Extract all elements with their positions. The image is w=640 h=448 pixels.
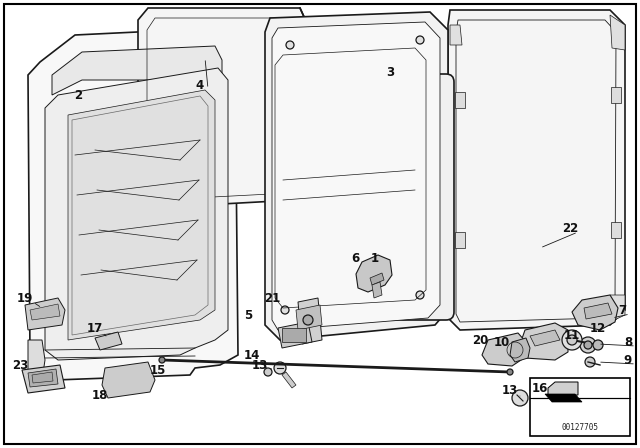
- Circle shape: [274, 362, 286, 374]
- Polygon shape: [28, 369, 58, 387]
- Text: 13: 13: [502, 383, 518, 396]
- Polygon shape: [611, 222, 621, 238]
- Circle shape: [303, 315, 313, 325]
- Polygon shape: [455, 232, 465, 248]
- Polygon shape: [530, 388, 545, 408]
- Circle shape: [585, 357, 595, 367]
- Text: 14: 14: [244, 349, 260, 362]
- Polygon shape: [545, 394, 582, 402]
- Polygon shape: [482, 333, 526, 366]
- Circle shape: [512, 390, 528, 406]
- Circle shape: [562, 330, 582, 350]
- FancyBboxPatch shape: [320, 74, 454, 320]
- Circle shape: [593, 340, 603, 350]
- Polygon shape: [448, 10, 625, 330]
- Text: 7: 7: [618, 303, 626, 316]
- Circle shape: [507, 369, 513, 375]
- Polygon shape: [370, 273, 384, 285]
- Polygon shape: [572, 295, 618, 330]
- Circle shape: [416, 36, 424, 44]
- Text: 20: 20: [472, 333, 488, 346]
- Text: 10: 10: [494, 336, 510, 349]
- Circle shape: [159, 357, 165, 363]
- Text: 13: 13: [252, 358, 268, 371]
- Polygon shape: [25, 298, 65, 330]
- Polygon shape: [296, 305, 322, 330]
- Polygon shape: [510, 338, 530, 362]
- Text: 16: 16: [532, 382, 548, 395]
- Polygon shape: [22, 365, 65, 393]
- Polygon shape: [102, 362, 155, 398]
- Text: 3: 3: [386, 65, 394, 78]
- Polygon shape: [548, 382, 578, 395]
- Text: 18: 18: [92, 388, 108, 401]
- Polygon shape: [610, 15, 625, 50]
- Text: 11: 11: [564, 328, 580, 341]
- Text: 22: 22: [562, 221, 578, 234]
- Text: 00127705: 00127705: [561, 422, 598, 431]
- Text: 21: 21: [264, 292, 280, 305]
- Text: 12: 12: [590, 322, 606, 335]
- Polygon shape: [584, 303, 612, 319]
- Polygon shape: [278, 322, 312, 348]
- Circle shape: [416, 291, 424, 299]
- Text: 15: 15: [150, 363, 166, 376]
- Text: 19: 19: [17, 292, 33, 305]
- Polygon shape: [265, 12, 448, 340]
- Circle shape: [567, 335, 577, 345]
- Polygon shape: [610, 295, 625, 322]
- Text: 6: 6: [351, 251, 359, 264]
- Polygon shape: [95, 332, 122, 350]
- Polygon shape: [450, 25, 462, 45]
- Polygon shape: [52, 46, 222, 95]
- Polygon shape: [282, 372, 296, 388]
- Text: 2: 2: [74, 89, 82, 102]
- Polygon shape: [30, 304, 60, 320]
- Circle shape: [281, 306, 289, 314]
- Polygon shape: [372, 282, 382, 298]
- Polygon shape: [45, 68, 228, 360]
- Text: 5: 5: [244, 309, 252, 322]
- Polygon shape: [68, 90, 215, 340]
- Bar: [530, 378, 630, 436]
- Text: 8: 8: [624, 336, 632, 349]
- Polygon shape: [455, 92, 465, 108]
- Circle shape: [286, 41, 294, 49]
- Circle shape: [580, 337, 596, 353]
- Text: 17: 17: [87, 322, 103, 335]
- Polygon shape: [530, 330, 560, 346]
- Polygon shape: [611, 87, 621, 103]
- Circle shape: [264, 368, 272, 376]
- Polygon shape: [32, 372, 53, 383]
- Polygon shape: [518, 323, 568, 360]
- Polygon shape: [298, 298, 322, 344]
- Polygon shape: [356, 255, 392, 292]
- Circle shape: [584, 341, 592, 349]
- Polygon shape: [138, 8, 310, 208]
- Bar: [282, 328, 306, 342]
- Text: 9: 9: [624, 353, 632, 366]
- Polygon shape: [272, 22, 440, 330]
- Text: 4: 4: [196, 78, 204, 91]
- Text: 23: 23: [12, 358, 28, 371]
- Polygon shape: [28, 340, 45, 380]
- Polygon shape: [28, 28, 238, 380]
- Text: 1: 1: [371, 251, 379, 264]
